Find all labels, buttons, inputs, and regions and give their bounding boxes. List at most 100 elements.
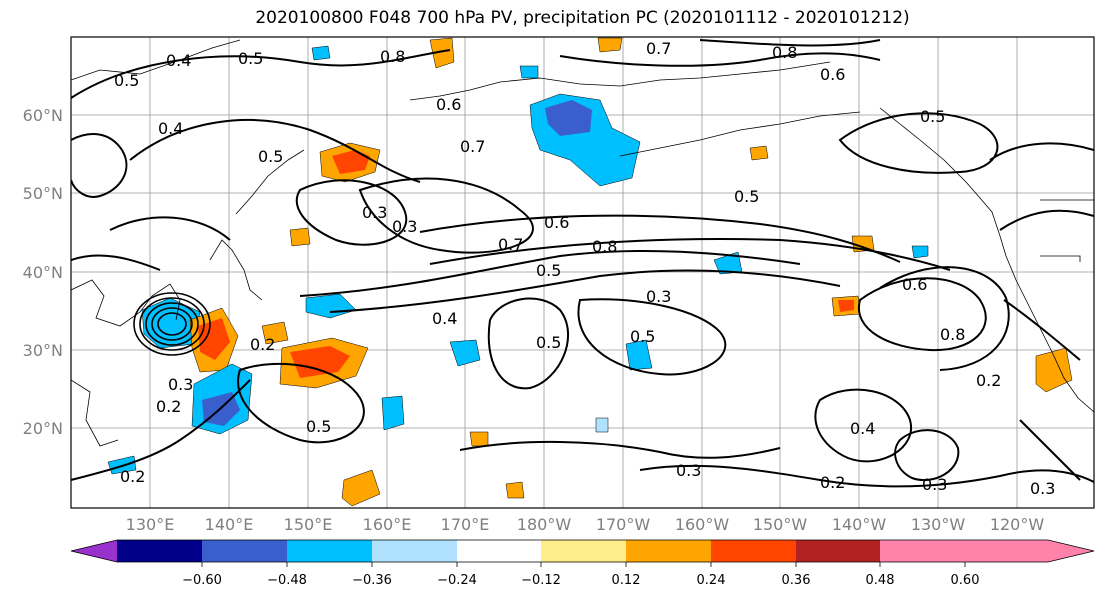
colorbar-tick-label: 0.48 bbox=[866, 573, 895, 588]
colorbar-bin bbox=[880, 540, 965, 562]
lat-label: 40°N bbox=[23, 263, 63, 282]
colorbar-extend-low bbox=[71, 540, 117, 562]
contour-label: 0.5 bbox=[536, 333, 561, 352]
lon-label: 150°W bbox=[753, 515, 808, 534]
contour-label: 0.3 bbox=[676, 461, 701, 480]
colorbar-tick-label: 0.24 bbox=[697, 573, 726, 588]
map-frame bbox=[70, 36, 1095, 509]
contour-label: 0.7 bbox=[498, 235, 523, 254]
precip-negative-area bbox=[625, 339, 653, 371]
colorbar-tick-label: 0.36 bbox=[782, 573, 811, 588]
lat-label: 60°N bbox=[23, 106, 63, 125]
contour-label: 0.4 bbox=[432, 309, 457, 328]
lat-axis: 60°N 50°N 40°N 30°N 20°N bbox=[23, 106, 63, 438]
contour-label: 0.2 bbox=[120, 467, 145, 486]
lon-label: 130°E bbox=[126, 515, 175, 534]
contour-labels: 0.4 0.5 0.6 0.8 0.7 0.8 0.5 0.6 0.7 0.4 … bbox=[114, 39, 1055, 498]
contour-label: 0.5 bbox=[920, 107, 945, 126]
plot-title: 2020100800 F048 700 hPa PV, precipitatio… bbox=[255, 8, 910, 28]
precip-negative-area bbox=[449, 339, 481, 367]
colorbar-bin bbox=[457, 540, 541, 562]
colorbar-tick-label: −0.36 bbox=[352, 573, 392, 588]
lat-label: 50°N bbox=[23, 184, 63, 203]
lon-label: 160°W bbox=[675, 515, 730, 534]
precip-negative-area bbox=[311, 45, 331, 61]
contour-label: 0.5 bbox=[536, 261, 561, 280]
contour-label: 0.4 bbox=[166, 51, 191, 70]
lat-label: 30°N bbox=[23, 341, 63, 360]
lon-label: 180°W bbox=[517, 515, 572, 534]
contour-label: 0.2 bbox=[156, 397, 181, 416]
colorbar-tick-label: −0.48 bbox=[267, 573, 307, 588]
colorbar: −0.60 −0.48 −0.36 −0.24 −0.12 0.12 0.24 … bbox=[70, 539, 1095, 588]
lon-label: 140°E bbox=[205, 515, 254, 534]
contour-label: 0.3 bbox=[1030, 479, 1055, 498]
precip-positive-area bbox=[1035, 347, 1073, 393]
colorbar-tick-label: 0.12 bbox=[612, 573, 641, 588]
contour-label: 0.6 bbox=[436, 95, 461, 114]
precip-positive-core bbox=[198, 318, 230, 360]
contour-label: 0.6 bbox=[902, 275, 927, 294]
colorbar-tick-label: 0.60 bbox=[951, 573, 980, 588]
precip-positive-core bbox=[838, 300, 854, 312]
contour-label: 0.2 bbox=[976, 371, 1001, 390]
contour-label: 0.8 bbox=[380, 47, 405, 66]
lon-label: 170°W bbox=[596, 515, 651, 534]
precip-negative-core bbox=[545, 100, 592, 136]
contour-label: 0.5 bbox=[734, 187, 759, 206]
colorbar-tick-label: −0.12 bbox=[521, 573, 561, 588]
precip-negative-area bbox=[911, 245, 929, 259]
contour-label: 0.5 bbox=[238, 49, 263, 68]
precip-positive-area bbox=[429, 37, 455, 69]
precip-negative-area bbox=[381, 395, 405, 431]
colorbar-bin bbox=[711, 540, 796, 562]
colorbar-extend-high bbox=[965, 540, 1094, 562]
colorbar-bin bbox=[541, 540, 626, 562]
precip-positive-area bbox=[261, 321, 289, 345]
contour-label: 0.5 bbox=[630, 327, 655, 346]
coastlines bbox=[71, 39, 1094, 447]
lon-label: 150°E bbox=[284, 515, 333, 534]
precip-positive-area bbox=[469, 431, 489, 447]
contour-label: 0.7 bbox=[460, 137, 485, 156]
precip-positive-area bbox=[749, 145, 769, 161]
lon-label: 130°W bbox=[911, 515, 966, 534]
colorbar-tick-label: −0.24 bbox=[437, 573, 477, 588]
lon-label: 170°E bbox=[441, 515, 490, 534]
lon-axis: 130°E 140°E 150°E 160°E 170°E 180°W 170°… bbox=[126, 515, 1045, 534]
colorbar-bin bbox=[287, 540, 372, 562]
colorbar-outline bbox=[70, 539, 1095, 563]
precip-negative-area bbox=[519, 65, 539, 79]
pv-contours bbox=[71, 39, 1094, 488]
colorbar-bin bbox=[796, 540, 880, 562]
colorbar-ticks bbox=[201, 562, 966, 567]
lat-label: 20°N bbox=[23, 419, 63, 438]
lon-label: 120°W bbox=[990, 515, 1045, 534]
colorbar-bin bbox=[626, 540, 711, 562]
precip-positive-area bbox=[597, 37, 623, 53]
contour-label: 0.3 bbox=[362, 203, 387, 222]
precip-positive-core bbox=[290, 346, 350, 378]
contour-label: 0.5 bbox=[306, 417, 331, 436]
precip-positive-area bbox=[289, 227, 311, 247]
colorbar-bin bbox=[202, 540, 287, 562]
contour-label: 0.8 bbox=[772, 43, 797, 62]
colorbar-bin bbox=[117, 540, 202, 562]
contour-label: 0.2 bbox=[820, 473, 845, 492]
contour-label: 0.3 bbox=[646, 287, 671, 306]
lon-label: 140°W bbox=[832, 515, 887, 534]
colorbar-bin bbox=[372, 540, 457, 562]
contour-label: 0.8 bbox=[940, 325, 965, 344]
contour-label: 0.4 bbox=[158, 119, 183, 138]
contour-label: 0.6 bbox=[544, 213, 569, 232]
precip-positive-area bbox=[505, 481, 525, 499]
contour-label: 0.5 bbox=[258, 147, 283, 166]
contour-label: 0.3 bbox=[392, 217, 417, 236]
contour-label: 0.5 bbox=[114, 71, 139, 90]
contour-label: 0.8 bbox=[592, 237, 617, 256]
contour-label: 0.4 bbox=[850, 419, 875, 438]
contour-label: 0.6 bbox=[820, 65, 845, 84]
contour-label: 0.3 bbox=[168, 375, 193, 394]
contour-label: 0.3 bbox=[922, 475, 947, 494]
precip-negative-area bbox=[595, 417, 609, 433]
